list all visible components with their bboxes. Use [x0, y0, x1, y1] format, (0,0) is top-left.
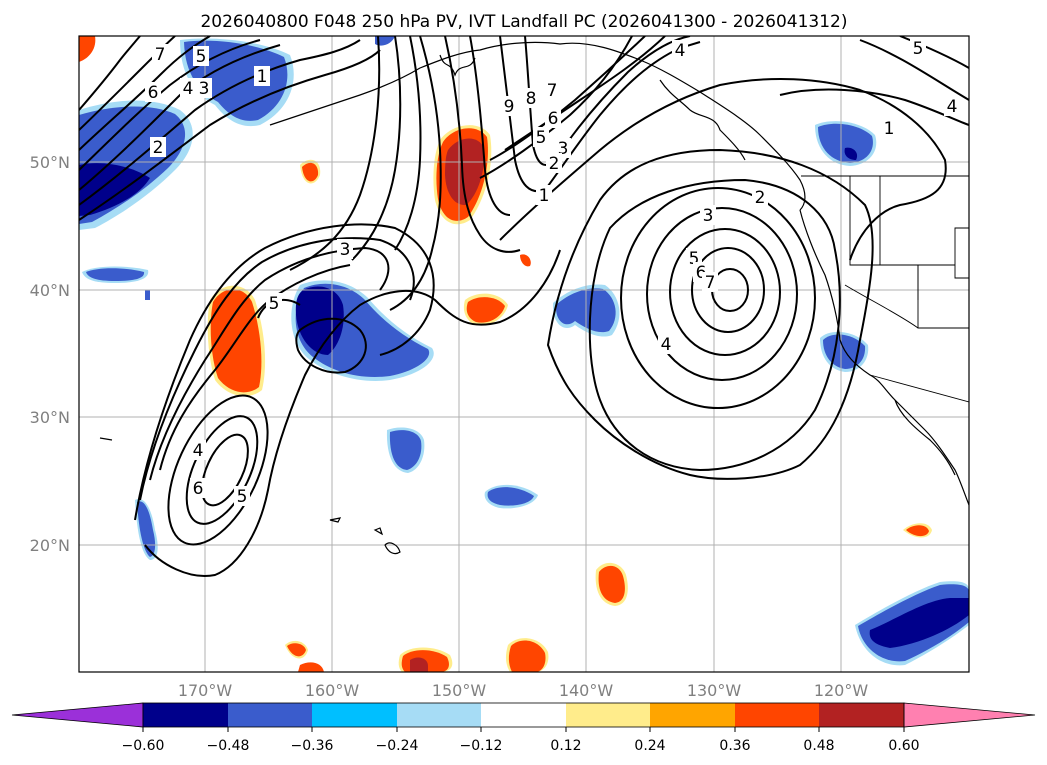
- contour-label: 7: [547, 81, 558, 101]
- colorbar-tick-labels: −0.60 −0.48 −0.36 −0.24 −0.12 0.12 0.24 …: [122, 738, 920, 754]
- colorbar-tick-label: −0.12: [460, 738, 503, 754]
- colorbar: −0.60 −0.48 −0.36 −0.24 −0.12 0.12 0.24 …: [11, 702, 1036, 754]
- lon-label: 160°W: [305, 681, 360, 700]
- colorbar-segment: [735, 703, 819, 727]
- contour-label: 5: [196, 47, 207, 67]
- contours-east-low: [499, 36, 969, 480]
- colorbar-tick-label: 0.60: [888, 738, 919, 754]
- contour-label: 5: [269, 294, 280, 314]
- shading-blob-south-row: [285, 638, 549, 672]
- contour-label: 1: [884, 119, 895, 139]
- shading-blob-nw: [79, 36, 395, 230]
- colorbar-tick-label: −0.48: [207, 738, 250, 754]
- contour-label: 7: [155, 45, 166, 65]
- contour-label: 8: [526, 89, 537, 109]
- contour-label: 6: [193, 479, 204, 499]
- lat-label: 40°N: [30, 281, 70, 300]
- colorbar-segment: [481, 703, 566, 727]
- alaska-coastline: [269, 41, 806, 211]
- north-america-west-coast: [799, 209, 969, 506]
- figure-title: 2026040800 F048 250 hPa PV, IVT Landfall…: [200, 12, 847, 32]
- contour-label: 9: [504, 97, 515, 117]
- map-panel: 7 5 6 4 3 1 2 9 8 7 5 6 3 2: [79, 36, 969, 672]
- colorbar-segment: [397, 703, 481, 727]
- contour-label: 1: [539, 186, 550, 206]
- contour-label: 5: [689, 249, 700, 269]
- colorbar-segment: [312, 703, 397, 727]
- contour-label: 5: [536, 128, 547, 148]
- lat-label: 20°N: [30, 536, 70, 555]
- contour-label: 2: [755, 188, 766, 208]
- colorbar-ticks: [142, 727, 905, 732]
- contour-label: 4: [675, 41, 686, 61]
- contour-label: 3: [703, 206, 714, 226]
- lon-label: 130°W: [687, 681, 742, 700]
- colorbar-extend-low: [11, 702, 144, 728]
- colorbar-tick-label: −0.36: [291, 738, 334, 754]
- latitude-labels: 50°N 40°N 30°N 20°N: [30, 153, 70, 555]
- baja-coastline: [894, 399, 956, 476]
- lon-label: 120°W: [814, 681, 869, 700]
- contour-label: 2: [153, 138, 164, 158]
- contour-label: 4: [661, 335, 672, 355]
- lat-label: 50°N: [30, 153, 70, 172]
- colorbar-segment: [819, 703, 904, 727]
- contour-label: 3: [558, 139, 569, 159]
- political-borders: [801, 175, 969, 403]
- contours-central-ridge: [289, 36, 701, 311]
- contour-label: 3: [340, 240, 351, 260]
- shading-blob-misc-warm: [300, 159, 932, 606]
- lon-label: 170°W: [178, 681, 233, 700]
- colorbar-segment: [650, 703, 735, 727]
- colorbar-tick-label: −0.60: [122, 738, 165, 754]
- contour-label: 5: [237, 487, 248, 507]
- lon-label: 140°W: [559, 681, 614, 700]
- colorbar-tick-label: 0.36: [719, 738, 750, 754]
- longitude-labels: 170°W 160°W 150°W 140°W 130°W 120°W: [178, 681, 869, 700]
- coastlines: [99, 41, 969, 555]
- contour-label: 4: [183, 79, 194, 99]
- contour-label: 1: [257, 67, 268, 87]
- contours-southwest-jet: [134, 223, 561, 577]
- contour-label: 4: [193, 441, 204, 461]
- colorbar-segment: [228, 703, 312, 727]
- colorbar-tick-label: 0.12: [550, 738, 581, 754]
- contour-labels: 7 5 6 4 3 1 2 9 8 7 5 6 3 2: [145, 38, 960, 507]
- graticule: [79, 36, 969, 672]
- colorbar-segment: [566, 703, 650, 727]
- colorbar-tick-label: −0.24: [376, 738, 419, 754]
- contour-label: 3: [199, 79, 210, 99]
- contour-label: 5: [913, 39, 924, 59]
- colorbar-extend-high: [903, 702, 1036, 728]
- contour-label: 2: [549, 154, 560, 174]
- lon-label: 150°W: [432, 681, 487, 700]
- shading-blob-west-midlat: [82, 266, 150, 300]
- contour-label: 7: [705, 273, 716, 293]
- negative-pv-shading: [79, 36, 969, 666]
- contour-label: 4: [947, 97, 958, 117]
- contour-label: 6: [548, 109, 559, 129]
- map-frame: [78, 35, 970, 673]
- lat-label: 30°N: [30, 408, 70, 427]
- contour-label: 6: [148, 83, 159, 103]
- colorbar-segment: [143, 703, 228, 727]
- contour-label: 6: [696, 263, 707, 283]
- colorbar-tick-label: 0.48: [803, 738, 834, 754]
- colorbar-tick-label: 0.24: [634, 738, 665, 754]
